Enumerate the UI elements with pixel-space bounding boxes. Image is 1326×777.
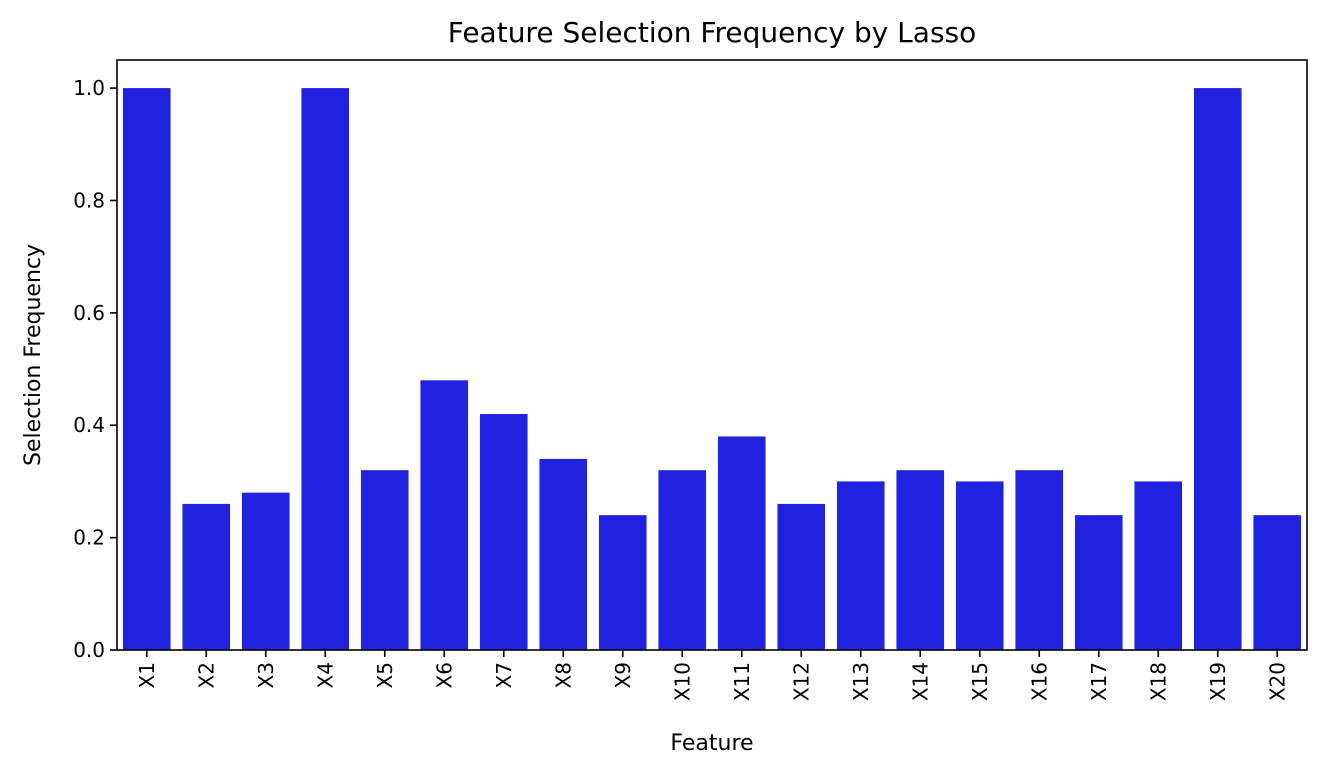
bars-group bbox=[122, 88, 1302, 651]
x-tick-label: X14 bbox=[908, 662, 932, 701]
bar-x19 bbox=[1193, 88, 1242, 651]
bar-x18 bbox=[1134, 481, 1183, 650]
x-tick-label: X16 bbox=[1027, 662, 1051, 701]
y-tick-label: 0.0 bbox=[73, 638, 105, 662]
bar-x13 bbox=[836, 481, 885, 650]
x-axis-label: Feature bbox=[670, 731, 753, 756]
bar-x10 bbox=[658, 470, 707, 650]
y-axis-ticks: 0.0 0.2 0.4 0.6 0.8 1.0 bbox=[73, 76, 117, 662]
x-tick-label: X19 bbox=[1206, 662, 1230, 701]
bar-x7 bbox=[479, 414, 528, 650]
x-tick-label: X18 bbox=[1146, 662, 1170, 701]
chart-title: Feature Selection Frequency by Lasso bbox=[448, 16, 977, 49]
y-tick-label: 1.0 bbox=[73, 76, 105, 100]
x-tick-label: X9 bbox=[611, 662, 635, 688]
x-tick-label: X20 bbox=[1265, 662, 1289, 701]
x-tick-label: X7 bbox=[492, 662, 516, 688]
bar-x11 bbox=[717, 436, 766, 650]
x-tick-label: X10 bbox=[670, 662, 694, 701]
x-tick-label: X4 bbox=[313, 662, 337, 688]
y-tick-label: 0.8 bbox=[73, 188, 105, 212]
bar-x8 bbox=[539, 458, 588, 650]
x-tick-label: X3 bbox=[254, 662, 278, 688]
bar-x2 bbox=[182, 503, 231, 650]
x-tick-label: X15 bbox=[968, 662, 992, 701]
bar-x4 bbox=[301, 88, 350, 651]
bar-x1 bbox=[122, 88, 171, 651]
bar-x6 bbox=[420, 380, 469, 650]
bar-x15 bbox=[955, 481, 1004, 650]
y-tick-label: 0.2 bbox=[73, 526, 105, 550]
x-tick-label: X17 bbox=[1087, 662, 1111, 701]
x-tick-label: X13 bbox=[849, 662, 873, 701]
bar-x9 bbox=[598, 515, 647, 650]
x-tick-label: X5 bbox=[373, 662, 397, 688]
x-tick-label: X1 bbox=[135, 662, 159, 688]
bar-x17 bbox=[1074, 515, 1123, 650]
bar-x20 bbox=[1253, 515, 1302, 650]
x-tick-label: X2 bbox=[194, 662, 218, 688]
plot-frame bbox=[116, 59, 1308, 651]
y-tick-label: 0.4 bbox=[73, 413, 105, 437]
bar-x3 bbox=[241, 492, 290, 650]
x-axis-ticks: X1 X2 X3 X4 X5 X6 X7 X8 X9 X10 X11 X12 X13 X14 X15 X16 X… bbox=[135, 650, 1289, 701]
bar-x5 bbox=[360, 470, 409, 650]
x-tick-label: X11 bbox=[730, 662, 754, 701]
y-tick-label: 0.6 bbox=[73, 301, 105, 325]
bar-x16 bbox=[1015, 470, 1064, 650]
x-tick-label: X12 bbox=[789, 662, 813, 701]
x-tick-label: X8 bbox=[551, 662, 575, 688]
y-axis-label: Selection Frequency bbox=[21, 244, 46, 466]
bar-x14 bbox=[896, 470, 945, 650]
x-tick-label: X6 bbox=[432, 662, 456, 688]
bar-x12 bbox=[777, 503, 826, 650]
